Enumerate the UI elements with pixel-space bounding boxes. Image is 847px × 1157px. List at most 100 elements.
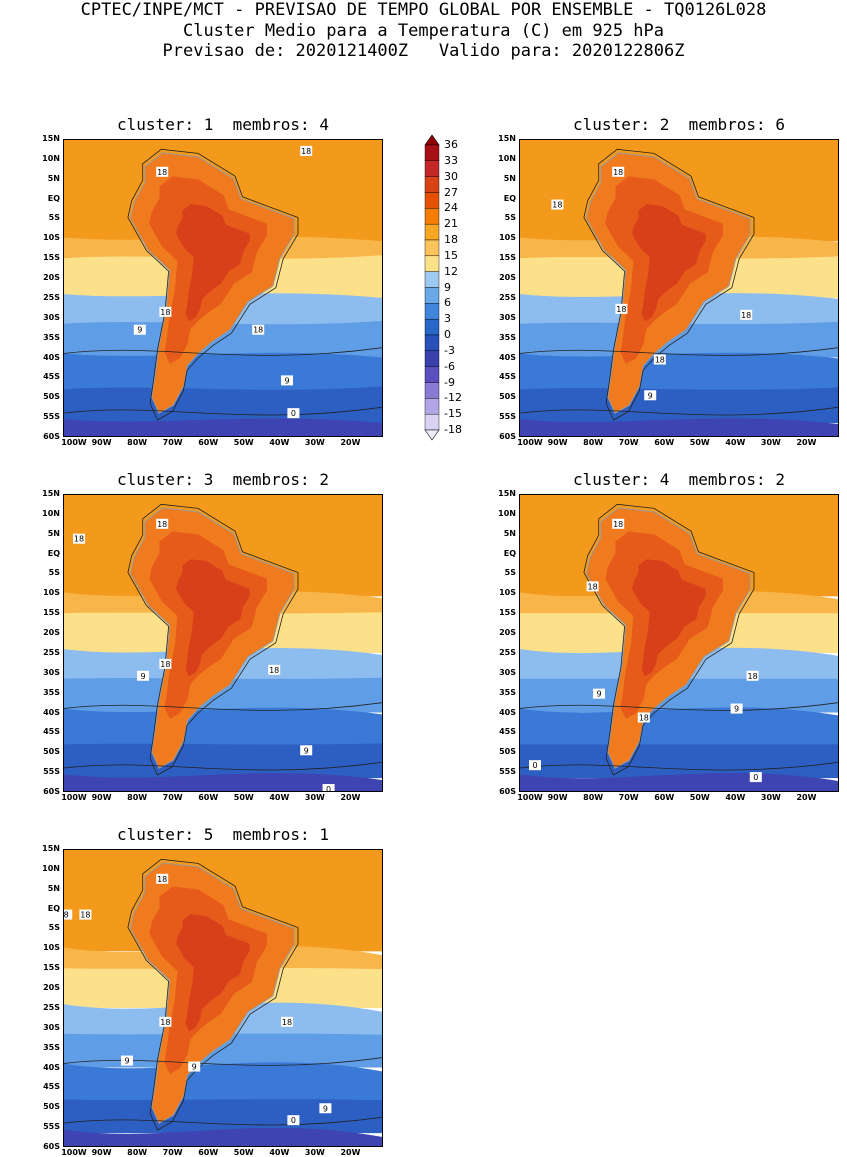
- contour-18: [583, 148, 755, 421]
- lat-tick-label: 5N: [47, 528, 60, 538]
- lat-tick-label: 20S: [43, 273, 60, 283]
- lat-tick-label: 55S: [499, 767, 516, 777]
- contour-label: 18: [252, 324, 265, 335]
- temperature-band: [519, 707, 839, 749]
- temperature-band: [63, 418, 383, 437]
- colorbar-swatch: [424, 303, 440, 320]
- lat-tick-label: 60S: [43, 432, 60, 441]
- svg-text:18: 18: [613, 168, 623, 177]
- lat-tick-label: 5N: [47, 883, 60, 893]
- svg-text:18: 18: [639, 714, 649, 723]
- lat-tick-label: 15N: [42, 489, 60, 498]
- svg-text:18: 18: [160, 1018, 170, 1027]
- lon-tick-label: 20W: [340, 793, 361, 802]
- colorbar-swatch: [424, 255, 440, 272]
- svg-text:9: 9: [124, 1057, 129, 1066]
- lat-tick-label: 10S: [499, 588, 516, 598]
- lat-tick-label: 50S: [43, 747, 60, 757]
- lon-tick-label: 20W: [340, 1148, 361, 1157]
- colorbar-label: 36: [444, 138, 458, 151]
- svg-text:18: 18: [282, 1018, 292, 1027]
- temperature-band: [63, 743, 383, 779]
- svg-text:18: 18: [160, 660, 170, 669]
- svg-text:9: 9: [284, 376, 289, 385]
- colorbar-label: 12: [444, 264, 458, 278]
- continent-hottest-region: [176, 914, 250, 1032]
- contour-label: 8: [63, 909, 73, 920]
- colorbar-swatch: [424, 144, 440, 162]
- lat-tick-label: 30S: [43, 1022, 60, 1032]
- lat-tick-label: 15N: [498, 489, 516, 498]
- lat-tick-label: 50S: [499, 747, 516, 757]
- lat-tick-label: 10N: [498, 508, 516, 518]
- colorbar-label: -6: [444, 359, 455, 373]
- lon-tick-label: 30W: [304, 1148, 325, 1157]
- lat-tick-label: 10S: [499, 233, 516, 243]
- temperature-band: [63, 1062, 383, 1104]
- colorbar-swatch: [424, 350, 440, 367]
- coastline: [130, 507, 295, 769]
- temperature-band: [63, 1099, 383, 1134]
- map-panel-5: 18 18 18 18 8 9 9 9 0: [63, 849, 383, 1147]
- contour-label: 18: [740, 309, 753, 320]
- contour-label: 18: [637, 712, 650, 723]
- temperature-band: [63, 707, 383, 749]
- svg-text:18: 18: [655, 356, 665, 365]
- colorbar-label: -12: [444, 391, 462, 405]
- svg-text:18: 18: [160, 308, 170, 317]
- map-frame: [519, 139, 839, 437]
- contour-label: 18: [79, 909, 92, 920]
- lat-tick-label: 55S: [43, 767, 60, 777]
- contour-label: 18: [551, 199, 564, 210]
- svg-text:0: 0: [291, 409, 296, 418]
- colorbar-label: 18: [444, 233, 458, 246]
- svg-text:18: 18: [552, 201, 562, 210]
- lon-tick-label: 80W: [583, 438, 604, 447]
- contour-label: 18: [612, 518, 625, 529]
- colorbar-label: 27: [444, 185, 458, 199]
- lon-tick-label: 70W: [618, 438, 639, 447]
- contour-label: 9: [133, 324, 146, 335]
- lat-tick-label: 30S: [43, 312, 60, 322]
- contour-label: 18: [159, 658, 172, 669]
- colorbar-label: 15: [444, 248, 458, 262]
- coastline: [586, 152, 751, 414]
- lon-tick-label: 100W: [61, 438, 87, 447]
- lat-tick-label: 60S: [499, 787, 516, 796]
- svg-text:18: 18: [741, 311, 751, 320]
- temperature-band: [63, 773, 383, 792]
- lat-tick-label: EQ: [47, 903, 60, 913]
- svg-text:9: 9: [140, 672, 145, 681]
- svg-text:9: 9: [323, 1104, 328, 1113]
- lat-tick-label: 20S: [43, 983, 60, 993]
- colorbar-swatch: [424, 223, 440, 241]
- svg-text:9: 9: [304, 746, 309, 755]
- lat-tick-label: 25S: [499, 647, 516, 657]
- temperature-band: [519, 678, 839, 713]
- lon-tick-label: 90W: [91, 793, 112, 802]
- lon-tick-label: 70W: [162, 438, 183, 447]
- lon-tick-label: 90W: [547, 438, 568, 447]
- svg-text:18: 18: [157, 520, 167, 529]
- map-panel-2: 18 18 18 18 18 9: [519, 139, 839, 437]
- lon-tick-label: 30W: [304, 793, 325, 802]
- lon-tick-label: 50W: [233, 1148, 254, 1157]
- lat-tick-label: 35S: [43, 332, 60, 342]
- svg-text:18: 18: [74, 535, 84, 544]
- contour-18: [127, 148, 299, 421]
- contour-label: 18: [615, 303, 628, 314]
- colorbar-swatch: [424, 208, 440, 225]
- lon-tick-label: 70W: [618, 793, 639, 802]
- lon-tick-label: 40W: [269, 438, 290, 447]
- contour-18: [127, 858, 299, 1131]
- lat-tick-label: 30S: [499, 312, 516, 322]
- contour-label: 18: [281, 1016, 293, 1027]
- lat-tick-label: 45S: [43, 727, 60, 737]
- contour-line: [63, 347, 383, 356]
- lat-tick-label: 5S: [504, 213, 516, 223]
- lat-tick-label: 5N: [47, 173, 60, 183]
- lon-tick-label: 60W: [198, 793, 219, 802]
- lat-tick-label: 45S: [43, 372, 60, 382]
- contour-line: [63, 406, 383, 416]
- contour-label: 9: [188, 1061, 201, 1072]
